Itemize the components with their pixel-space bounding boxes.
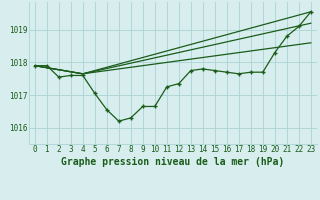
X-axis label: Graphe pression niveau de la mer (hPa): Graphe pression niveau de la mer (hPa) [61,157,284,167]
